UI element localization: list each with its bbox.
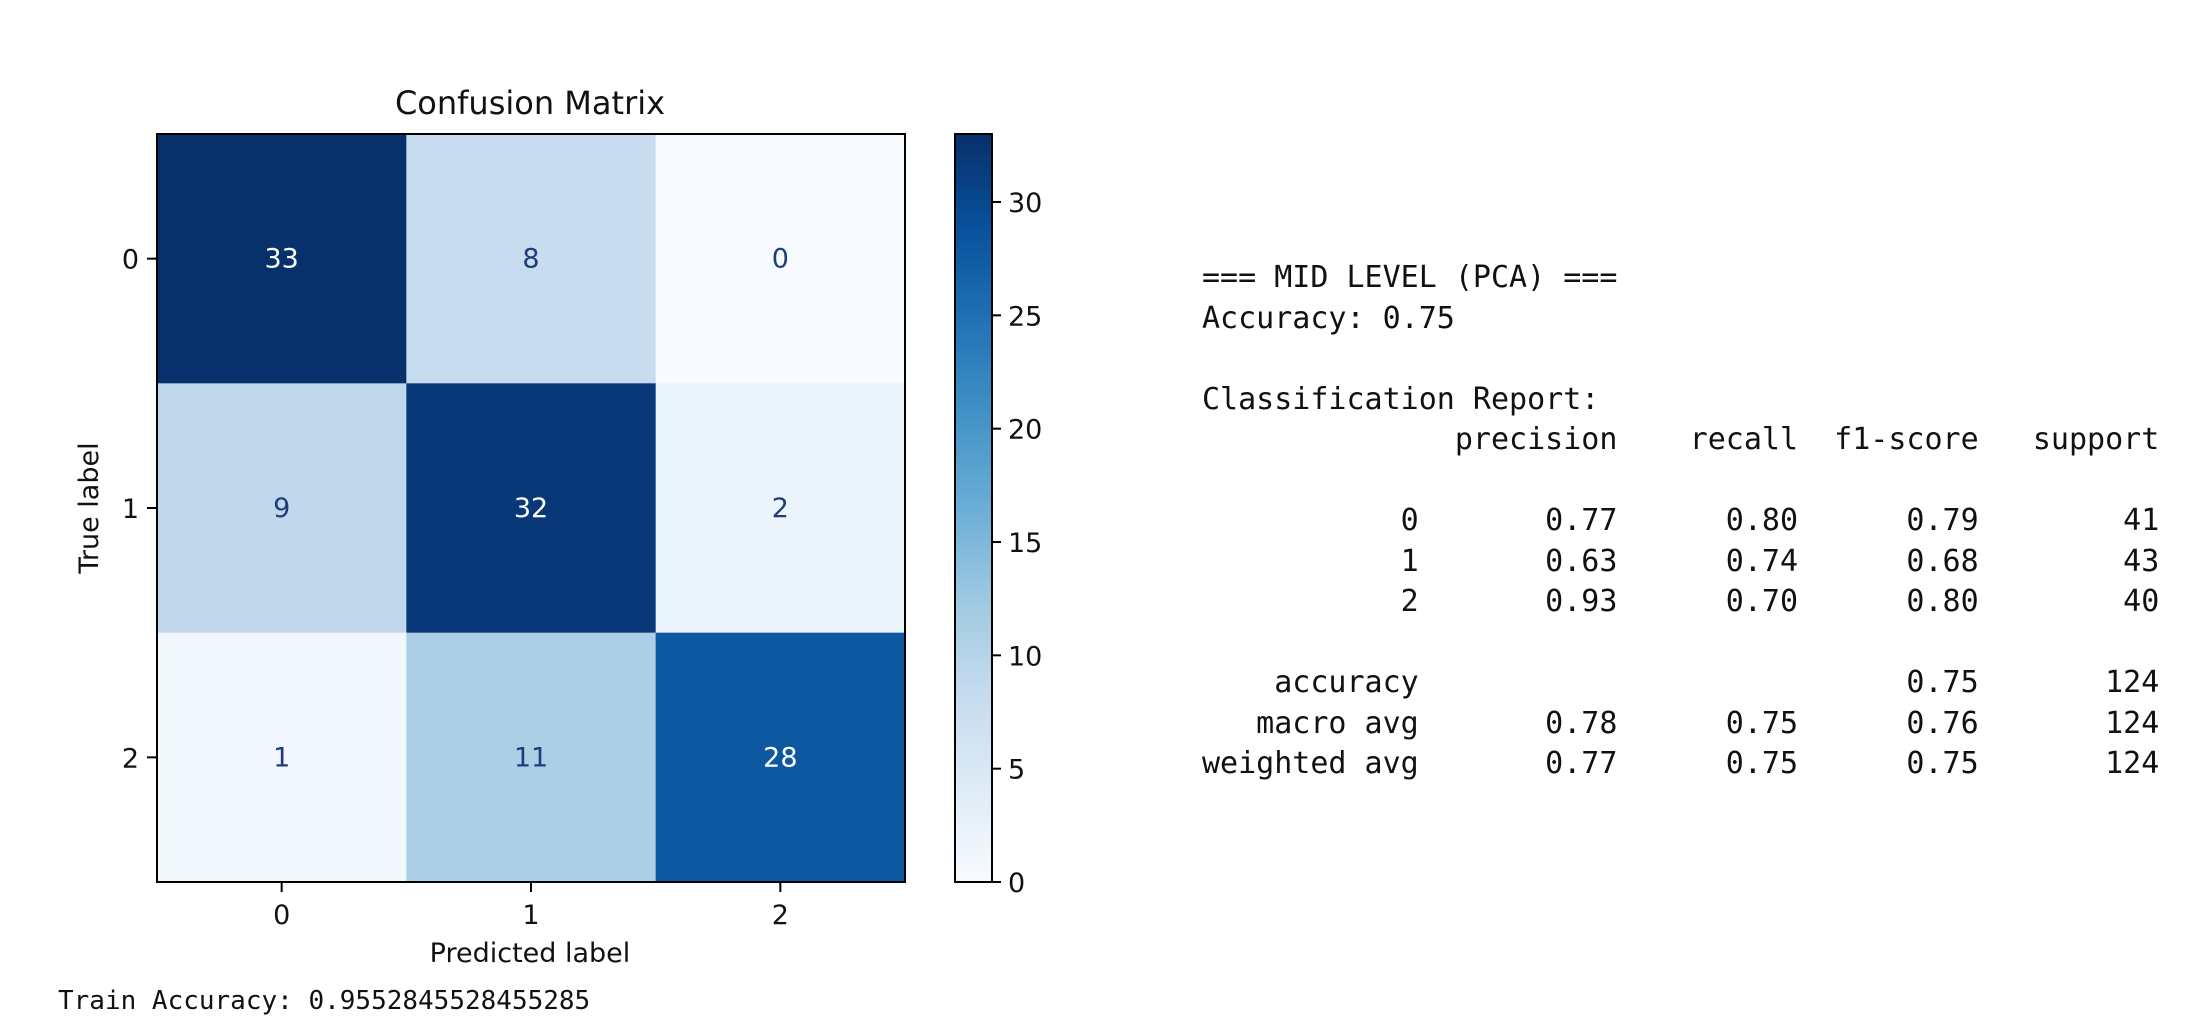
cell-value-2-0: 1	[273, 742, 290, 773]
x-tick-label-2: 2	[772, 900, 789, 931]
heatmap-cell-2-1	[406, 632, 657, 883]
report-line: weighted avg 0.77 0.75 0.75 124	[1202, 746, 2160, 781]
y-axis-ticks: 0 1 2	[122, 245, 157, 774]
report-line: macro avg 0.78 0.75 0.76 124	[1202, 705, 2160, 741]
y-tick-label-2: 2	[122, 743, 139, 774]
heatmap-cell-1-2	[655, 383, 906, 634]
chart-title: Confusion Matrix	[395, 84, 665, 122]
report-line: 1 0.63 0.74 0.68 43	[1202, 543, 2160, 579]
colorbar-tick-label-1: 5	[1008, 755, 1025, 786]
heatmap-cell-1-0	[157, 383, 407, 634]
report-line: === MID LEVEL (PCA) ===	[1202, 260, 1618, 295]
x-axis-ticks: 0 1 2	[273, 882, 789, 931]
report-line	[1202, 339, 2159, 380]
report-line	[1202, 461, 2159, 502]
heatmap-cell-1-1	[406, 383, 657, 634]
y-tick-label-1: 1	[122, 494, 139, 525]
x-axis-label: Predicted label	[430, 938, 631, 969]
cell-value-0-0: 33	[264, 244, 298, 275]
heatmap-cell-0-2	[655, 134, 906, 384]
colorbar-tick-label-4: 20	[1008, 415, 1042, 446]
cell-value-2-1: 11	[514, 742, 548, 773]
heatmap-cell-2-2	[655, 632, 906, 883]
heatmap-cell-2-0	[157, 632, 407, 883]
train-accuracy-text: Train Accuracy: 0.9552845528455285	[58, 986, 591, 1016]
cell-value-1-0: 9	[273, 493, 290, 524]
colorbar-tick-label-2: 10	[1008, 641, 1042, 672]
report-line: Accuracy: 0.75	[1202, 300, 1455, 336]
colorbar-tick-label-5: 25	[1008, 301, 1042, 332]
report-line: accuracy 0.75 124	[1202, 665, 2160, 700]
cell-value-1-1: 32	[514, 493, 548, 524]
x-tick-label-1: 1	[522, 900, 539, 931]
report-line: Classification Report:	[1202, 381, 1600, 417]
y-tick-label-0: 0	[122, 245, 139, 276]
cell-value-0-1: 8	[522, 244, 539, 275]
report-line: 2 0.93 0.70 0.80 40	[1202, 584, 2160, 619]
heatmap-cell-0-1	[406, 134, 657, 384]
cell-value-0-2: 0	[772, 244, 789, 275]
y-axis-label: True label	[74, 442, 105, 574]
colorbar-tick-label-3: 15	[1008, 528, 1042, 559]
colorbar	[954, 133, 993, 883]
report-line	[1202, 623, 2159, 664]
cell-value-2-2: 28	[763, 742, 797, 773]
report-line: 0 0.77 0.80 0.79 41	[1202, 503, 2160, 538]
colorbar-tick-label-6: 30	[1008, 188, 1042, 219]
x-tick-label-0: 0	[273, 900, 290, 931]
colorbar-tick-label-0: 0	[1008, 868, 1025, 899]
cell-value-1-2: 2	[772, 493, 789, 524]
classification-report: === MID LEVEL (PCA) === Accuracy: 0.75 Cla…	[1202, 258, 2159, 785]
colorbar-ticks: 0 5 10 15 20 25 30	[992, 188, 1042, 899]
cell-value-labels: 33 8 09 32 21 11 28	[264, 244, 797, 774]
report-line: precision recall f1-score support	[1202, 422, 2160, 457]
heatmap-cells	[157, 134, 906, 883]
heatmap-cell-0-0	[157, 134, 407, 384]
